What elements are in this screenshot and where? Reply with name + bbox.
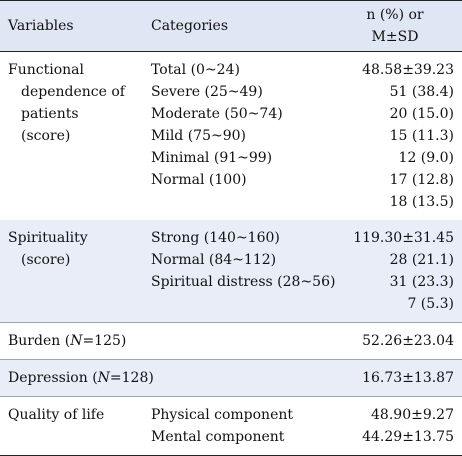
category-item: Normal (100) <box>151 172 247 188</box>
value-item: 18 (13.5) <box>389 194 454 210</box>
burden-label-prefix: Burden ( <box>8 333 71 349</box>
burden-label-suffix: =125) <box>82 333 127 349</box>
row-quality-of-life: Quality of life Physical component Menta… <box>0 396 462 456</box>
row-depression: Depression (N=128) 16.73±13.87 <box>0 359 462 397</box>
spirituality-categories: Strong (140~160) Normal (84~112) Spiritu… <box>151 220 336 323</box>
spirituality-label-line: Spirituality <box>8 230 88 246</box>
value-item: 31 (23.3) <box>389 274 454 290</box>
header-statistic: n (%) or M±SD <box>336 0 462 52</box>
category-item: Minimal (91~99) <box>151 150 273 166</box>
depression-label-prefix: Depression ( <box>8 370 98 386</box>
value-item: 12 (9.0) <box>398 150 454 166</box>
category-item: Normal (84~112) <box>151 252 277 268</box>
burden-label-n: N <box>70 333 83 349</box>
value-item: 28 (21.1) <box>389 252 454 268</box>
row-spirituality: Spirituality (score) Strong (140~160) No… <box>0 220 462 323</box>
category-item: Total (0~24) <box>151 62 240 78</box>
depression-label: Depression (N=128) <box>0 359 336 397</box>
depression-label-suffix: =128) <box>109 370 154 386</box>
value-item: 48.90±9.27 <box>371 407 454 423</box>
burden-label: Burden (N=125) <box>0 322 336 360</box>
table-header-row: Variables Categories n (%) or M±SD <box>0 0 462 52</box>
value-item: 17 (12.8) <box>389 172 454 188</box>
depression-value: 16.73±13.87 <box>336 359 462 397</box>
value-item: 119.30±31.45 <box>353 230 454 246</box>
functional-label-line: patients <box>21 106 79 122</box>
burden-value: 52.26±23.04 <box>336 322 462 360</box>
functional-label-line: dependence of <box>21 84 125 100</box>
depression-label-n: N <box>97 370 110 386</box>
category-item: Spiritual distress (28~56) <box>151 274 336 290</box>
quality-label: Quality of life <box>0 396 151 456</box>
spirituality-values: 119.30±31.45 28 (21.1) 31 (23.3) 7 (5.3) <box>336 220 462 323</box>
header-variables: Variables <box>0 0 151 52</box>
category-item: Mild (75~90) <box>151 128 246 144</box>
category-item: Strong (140~160) <box>151 230 280 246</box>
header-statistic-line2: M±SD <box>371 29 419 45</box>
quality-values: 48.90±9.27 44.29±13.75 <box>336 396 462 456</box>
value-item: 51 (38.4) <box>389 84 454 100</box>
value-item: 20 (15.0) <box>389 106 454 122</box>
row-functional-dependence: Functional dependence of patients (score… <box>0 52 462 221</box>
category-item: Severe (25~49) <box>151 84 263 100</box>
functional-label-line: Functional <box>8 62 84 78</box>
value-item: 44.29±13.75 <box>362 429 454 445</box>
value-item: 7 (5.3) <box>407 296 454 312</box>
functional-categories: Total (0~24) Severe (25~49) Moderate (50… <box>151 52 336 221</box>
functional-values: 48.58±39.23 51 (38.4) 20 (15.0) 15 (11.3… <box>336 52 462 221</box>
value-item: 48.58±39.23 <box>362 62 454 78</box>
header-statistic-line1: n (%) or <box>366 7 424 23</box>
header-categories: Categories <box>151 0 336 52</box>
spirituality-label-line: (score) <box>21 252 71 268</box>
spirituality-label: Spirituality (score) <box>0 220 151 323</box>
row-burden: Burden (N=125) 52.26±23.04 <box>0 322 462 360</box>
functional-label: Functional dependence of patients (score… <box>0 52 151 221</box>
value-item: 15 (11.3) <box>389 128 454 144</box>
category-item: Moderate (50~74) <box>151 106 283 122</box>
category-item: Physical component <box>151 407 294 423</box>
quality-categories: Physical component Mental component <box>151 396 336 456</box>
category-item: Mental component <box>151 429 285 445</box>
functional-label-line: (score) <box>21 128 71 144</box>
